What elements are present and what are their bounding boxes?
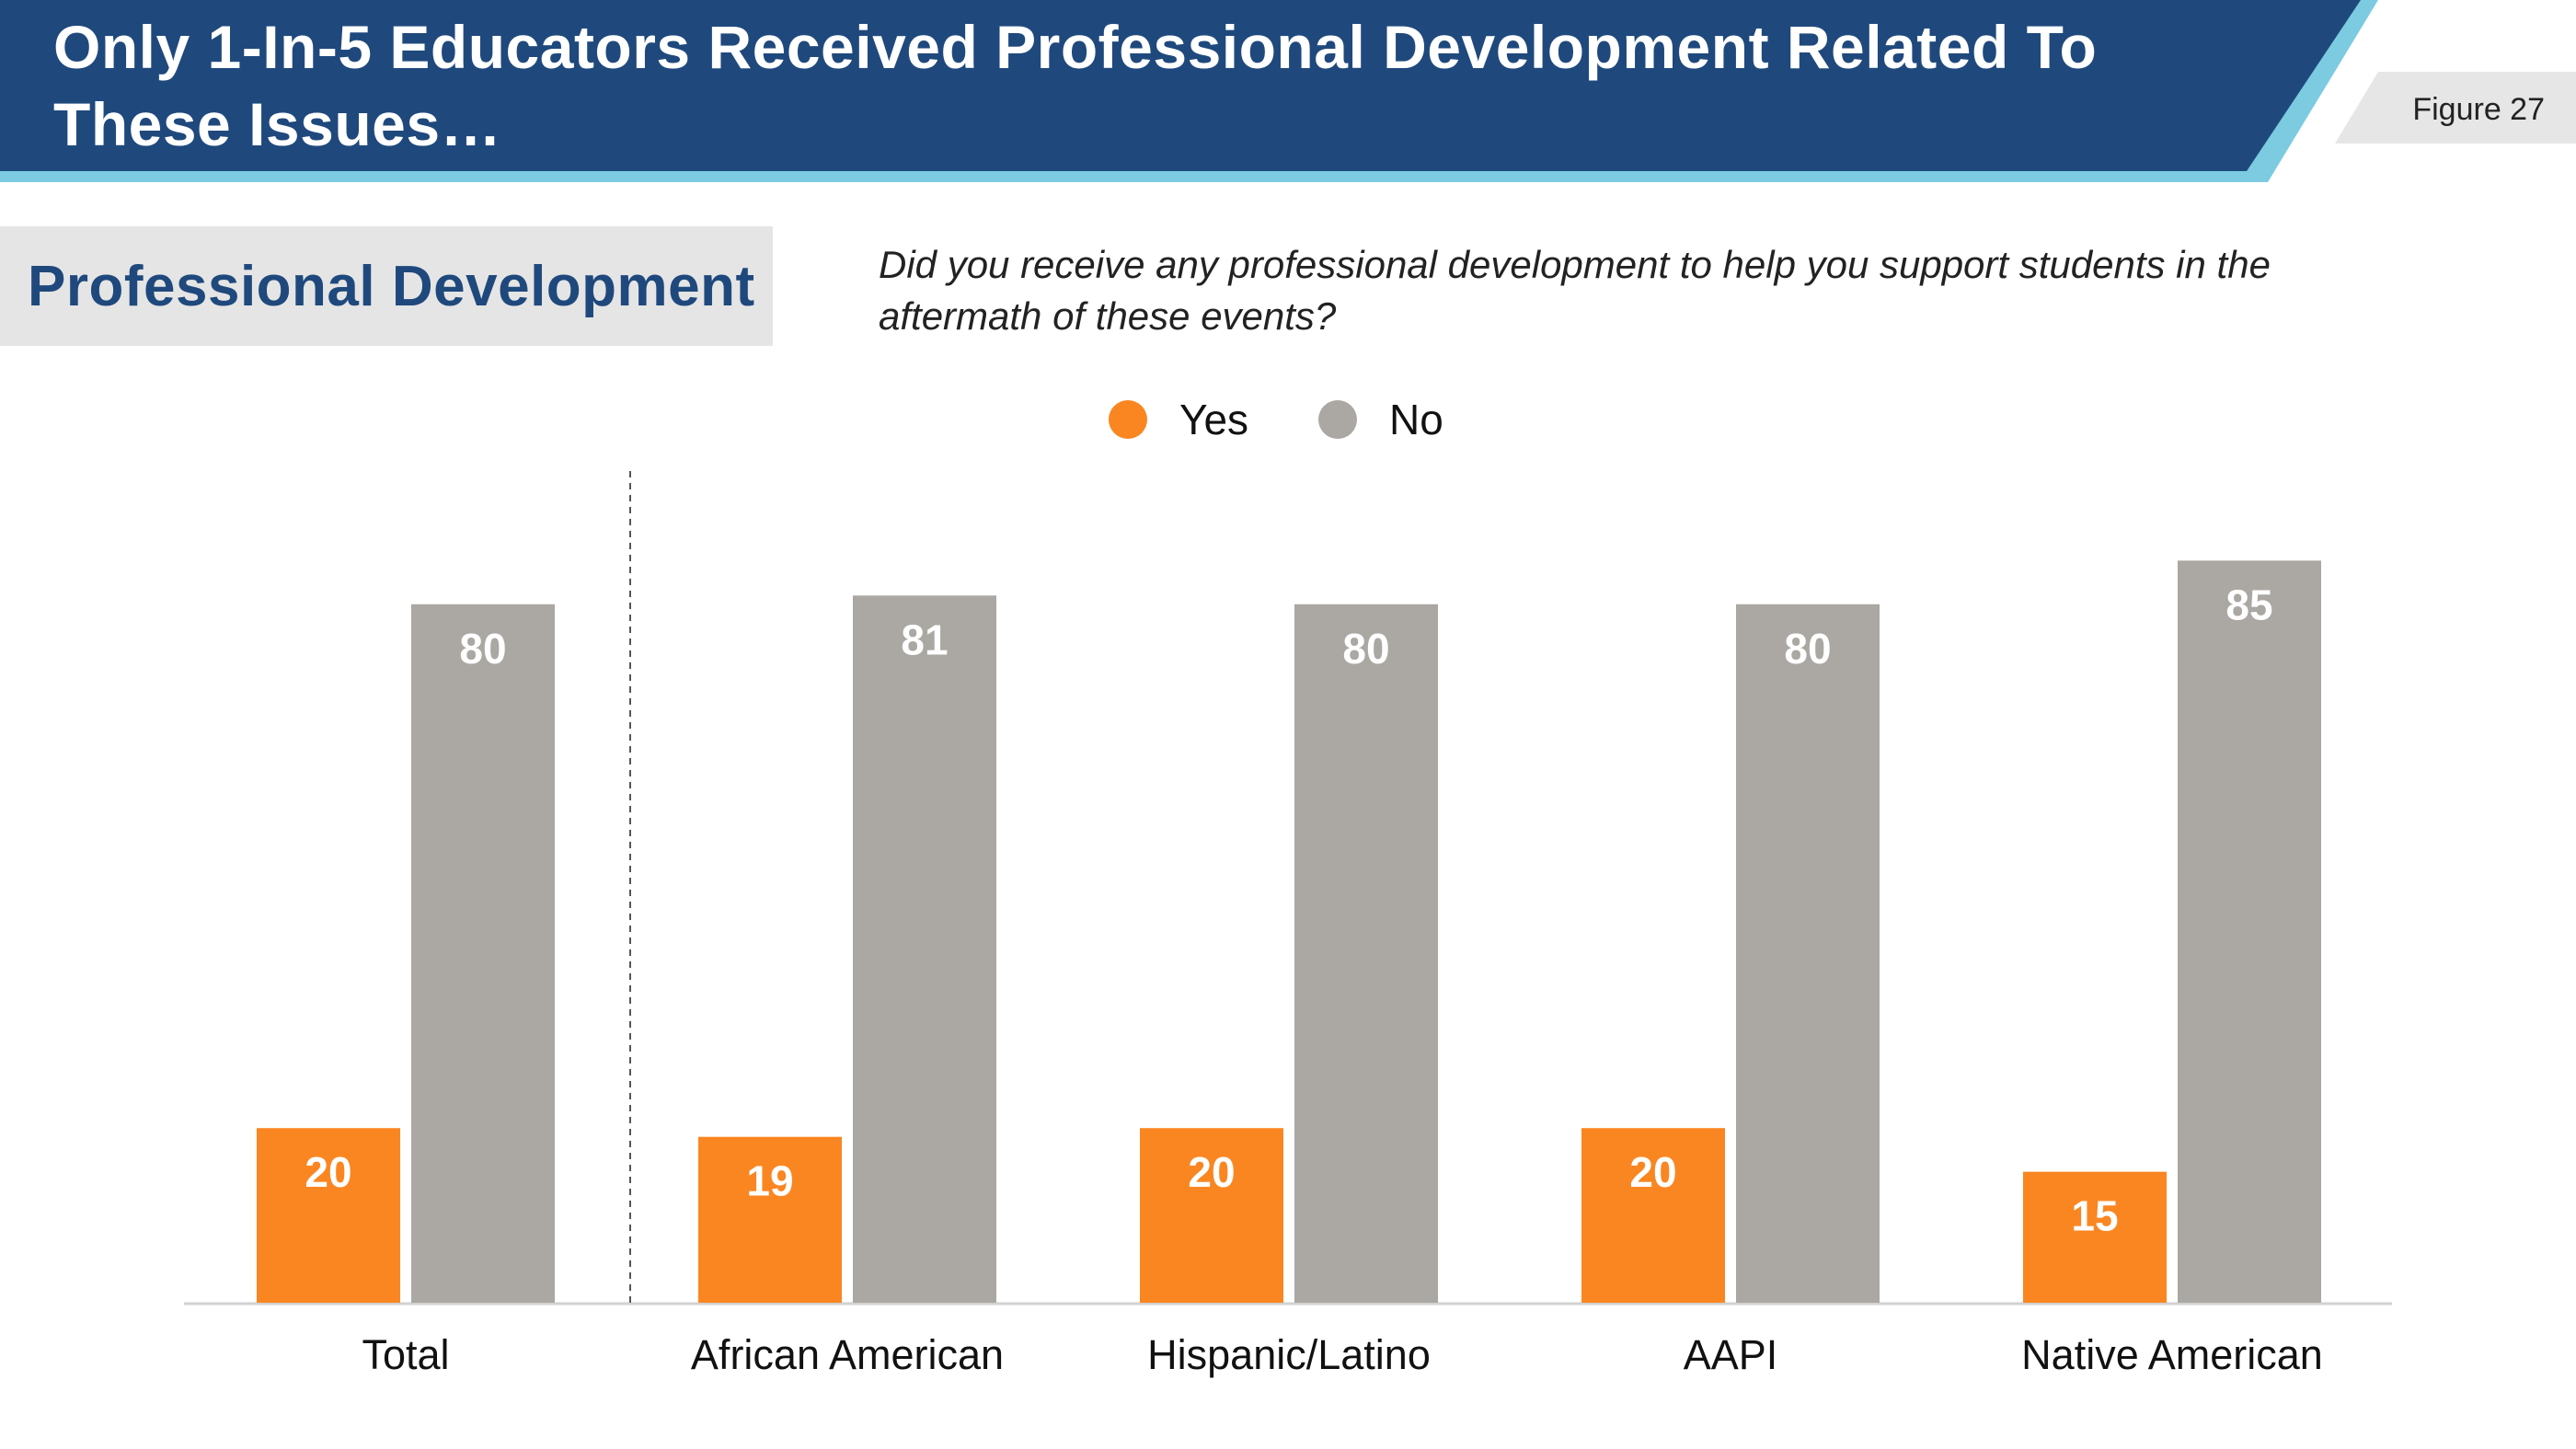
question-text-line-1: Did you receive any professional develop… [879,243,2271,286]
data-label-no-aapi: 80 [1784,625,1831,673]
data-label-yes-native-american: 15 [2071,1192,2118,1240]
bar-yes-hispanic-latino [1140,1128,1283,1303]
legend-item-yes: Yes [1109,396,1248,443]
category-label-african-american: African American [691,1331,1004,1378]
category-label-aapi: AAPI [1684,1331,1778,1378]
header-banner [0,0,2576,182]
data-label-yes-aapi: 20 [1629,1148,1676,1196]
data-label-no-total: 80 [459,625,506,673]
figure-label: Figure 27 [2412,92,2545,127]
data-label-no-african-american: 81 [901,615,948,663]
bar-no-aapi [1736,604,1880,1303]
question-text-line-2: aftermath of these events? [879,294,1337,338]
category-label-total: Total [362,1331,449,1378]
data-label-no-hispanic-latino: 80 [1342,625,1389,673]
bar-no-hispanic-latino [1294,604,1438,1303]
bar-no-african-american [853,595,996,1303]
data-label-yes-hispanic-latino: 20 [1188,1148,1235,1196]
section-label: Professional Development [28,254,755,318]
legend-marker-yes [1109,400,1147,439]
legend-item-no: No [1318,396,1443,443]
data-label-no-native-american: 85 [2225,581,2272,628]
bar-no-total [411,604,555,1303]
legend-marker-no [1318,400,1357,439]
bar-no-native-american [2178,560,2321,1303]
legend-label-no: No [1389,396,1443,443]
data-label-yes-african-american: 19 [746,1157,793,1205]
section-tag: Professional Development [0,226,773,346]
figure-tab [2335,72,2576,144]
page-title-line-2: These Issues… [53,90,502,158]
page-title-line-1: Only 1-In-5 Educators Received Professio… [53,13,2098,81]
bar-yes-native-american [2023,1171,2167,1303]
bar-yes-total [257,1128,400,1303]
category-label-hispanic-latino: Hispanic/Latino [1147,1331,1431,1378]
banner-background [0,0,2361,171]
bar-yes-african-american [698,1136,842,1303]
bar-yes-aapi [1581,1128,1725,1303]
data-label-yes-total: 20 [305,1148,351,1196]
legend-label-yes: Yes [1179,396,1248,443]
category-label-native-american: Native American [2021,1331,2323,1378]
chart-legend: Yes No [1109,396,1443,443]
